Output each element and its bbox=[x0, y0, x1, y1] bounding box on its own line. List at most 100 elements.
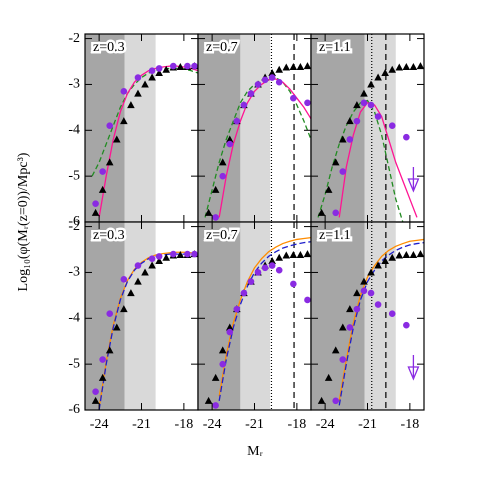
data-point bbox=[332, 209, 340, 217]
reference-point bbox=[105, 346, 114, 354]
y-tick-label: -5 bbox=[68, 356, 80, 371]
shaded-region bbox=[124, 34, 156, 222]
data-point bbox=[247, 90, 255, 97]
reference-point bbox=[204, 396, 213, 404]
data-point bbox=[120, 88, 128, 95]
data-point bbox=[290, 94, 297, 102]
reference-point bbox=[409, 63, 418, 71]
reference-point bbox=[225, 323, 234, 331]
reference-point bbox=[91, 396, 100, 404]
data-point bbox=[219, 172, 227, 180]
shaded-region bbox=[85, 222, 125, 410]
reference-point bbox=[162, 65, 171, 73]
data-point bbox=[120, 276, 128, 283]
reference-point bbox=[112, 135, 121, 143]
data-point bbox=[191, 250, 198, 258]
reference-point bbox=[367, 80, 375, 88]
reference-point bbox=[331, 158, 340, 166]
reference-point bbox=[374, 73, 382, 81]
reference-point bbox=[148, 73, 156, 81]
reference-point bbox=[120, 305, 128, 313]
reference-point bbox=[360, 89, 368, 97]
panel bbox=[311, 222, 424, 410]
reference-point bbox=[303, 62, 311, 70]
data-point bbox=[304, 99, 311, 107]
reference-point bbox=[416, 62, 424, 70]
data-point bbox=[339, 168, 347, 175]
panel bbox=[85, 34, 198, 222]
reference-point bbox=[204, 208, 213, 216]
upper-limit bbox=[407, 354, 420, 381]
reference-point bbox=[218, 158, 227, 166]
redshift-label: z=1.1 bbox=[319, 228, 351, 243]
data-point bbox=[226, 140, 234, 148]
data-point bbox=[261, 264, 269, 272]
data-point bbox=[134, 74, 142, 81]
reference-point bbox=[296, 251, 305, 259]
reference-point bbox=[395, 63, 404, 71]
reference-point bbox=[275, 253, 284, 261]
shaded-region bbox=[311, 34, 365, 222]
reference-point bbox=[303, 250, 311, 258]
reference-point bbox=[98, 185, 107, 193]
reference-point bbox=[381, 256, 389, 264]
reference-point bbox=[141, 268, 149, 276]
data-point bbox=[268, 262, 276, 269]
shaded-region bbox=[198, 34, 241, 222]
data-point bbox=[106, 310, 114, 318]
data-point bbox=[106, 122, 114, 130]
data-point bbox=[261, 76, 269, 84]
reference-point bbox=[289, 63, 298, 71]
reference-point bbox=[388, 253, 397, 261]
reference-point bbox=[416, 250, 424, 258]
data-point bbox=[226, 328, 234, 336]
y-tick-label: -3 bbox=[68, 77, 80, 92]
reference-point bbox=[91, 208, 100, 216]
data-point bbox=[92, 200, 99, 207]
reference-point bbox=[388, 65, 397, 73]
data-point bbox=[275, 78, 283, 86]
data-point bbox=[339, 356, 347, 363]
shaded-region bbox=[124, 222, 156, 410]
model-line bbox=[317, 99, 404, 222]
data-point bbox=[155, 253, 163, 260]
data-point bbox=[254, 81, 262, 88]
reference-point bbox=[155, 256, 163, 264]
redshift-label: z=0.3 bbox=[93, 40, 125, 55]
data-point bbox=[268, 74, 276, 81]
shaded-region bbox=[85, 34, 125, 222]
data-point bbox=[99, 356, 106, 363]
reference-point bbox=[275, 65, 284, 73]
data-point bbox=[403, 321, 410, 329]
model-line bbox=[98, 253, 198, 410]
reference-point bbox=[346, 305, 354, 313]
data-point bbox=[191, 62, 198, 70]
data-point bbox=[134, 262, 142, 269]
panel bbox=[311, 34, 424, 222]
reference-point bbox=[127, 289, 135, 297]
reference-point bbox=[395, 251, 404, 259]
data-point bbox=[403, 133, 410, 141]
x-tick-label: -21 bbox=[358, 417, 377, 432]
reference-point bbox=[402, 63, 411, 71]
y-tick-label: -6 bbox=[68, 402, 80, 417]
reference-point bbox=[211, 373, 220, 381]
model-line bbox=[218, 241, 311, 401]
reference-point bbox=[402, 251, 411, 259]
reference-point bbox=[211, 185, 220, 193]
data-point bbox=[240, 101, 248, 109]
x-tick-label: -24 bbox=[203, 417, 222, 432]
x-tick-label: -18 bbox=[288, 417, 307, 432]
y-tick-label: -4 bbox=[68, 311, 80, 326]
upper-limit bbox=[407, 166, 420, 193]
reference-point bbox=[317, 208, 326, 216]
data-point bbox=[346, 136, 354, 143]
reference-point bbox=[225, 135, 234, 143]
data-point bbox=[374, 301, 382, 308]
reference-point bbox=[317, 396, 326, 404]
data-point bbox=[353, 117, 361, 125]
x-tick-label: -21 bbox=[132, 417, 151, 432]
data-point bbox=[360, 99, 368, 107]
data-point bbox=[353, 305, 361, 313]
